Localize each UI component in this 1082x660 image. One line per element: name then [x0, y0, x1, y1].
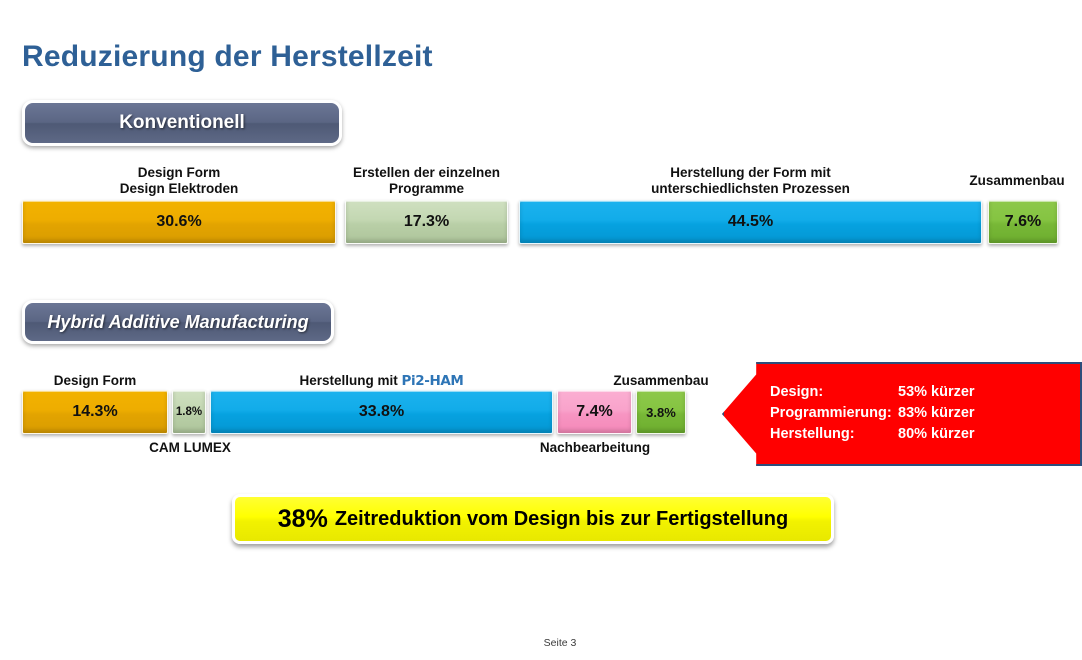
pi2-ham-logo: Pi2-HAM — [401, 373, 464, 389]
callout-row-programmierung: Programmierung: 83% kürzer — [770, 403, 975, 424]
caption-zusammenbau-hybrid: Zusammenbau — [613, 373, 709, 388]
bar-segment-design-form: 30.6% — [22, 200, 336, 244]
red-arrow-callout: Design: 53% kürzer Programmierung: 83% k… — [722, 362, 1082, 466]
bar-segment-zusammenbau-hybrid: 3.8% — [636, 390, 686, 434]
caption-herstellung-form: Herstellung der Form mit unterschiedlich… — [519, 165, 982, 197]
bar-segment-programme: 17.3% — [345, 200, 508, 244]
red-callout-text: Design: 53% kürzer Programmierung: 83% k… — [770, 382, 975, 445]
callout-row-herstellung: Herstellung: 80% kürzer — [770, 424, 975, 445]
caption-line-1: Herstellung der Form mit — [670, 165, 831, 180]
page-title: Reduzierung der Herstellzeit — [22, 40, 433, 73]
yellow-summary-callout: 38% Zeitreduktion vom Design bis zur Fer… — [232, 494, 834, 544]
bar-segment-herstellung: 44.5% — [519, 200, 982, 244]
bar-segment-nachbearbeitung: 7.4% — [557, 390, 632, 434]
page-number: Seite 3 — [543, 637, 577, 649]
bar-segment-cam-lumex: 1.8% — [172, 390, 206, 434]
caption-erstellen-programme: Erstellen der einzelnen Programme — [345, 165, 508, 197]
caption-line-2: Design Elektroden — [119, 181, 239, 196]
callout-label-design: Design: — [770, 384, 824, 400]
caption-cam-lumex: CAM LUMEX — [149, 440, 231, 455]
page-footer: Seite 3 — [0, 637, 1082, 649]
caption-line-2: unterschiedlichsten Prozessen — [651, 181, 850, 196]
callout-value-design: 53% kürzer — [898, 384, 975, 400]
section-pill-conventional: Konventionell — [22, 100, 342, 146]
caption-herstellung-ham: Herstellung mit Pi2-HAM — [210, 373, 553, 389]
left-arrow-shape — [722, 362, 1082, 466]
caption-nachbearbeitung: Nachbearbeitung — [539, 440, 651, 455]
callout-row-design: Design: 53% kürzer — [770, 382, 975, 403]
section-pill-conventional-label: Konventionell — [119, 112, 245, 133]
bar-segment-herstellung-ham: 33.8% — [210, 390, 553, 434]
bar-segment-zusammenbau: 7.6% — [988, 200, 1058, 244]
caption-line-1: Erstellen der einzelnen — [352, 165, 501, 180]
caption-herstellung-prefix: Herstellung mit — [299, 373, 402, 388]
yellow-callout-percent: 38% — [277, 504, 328, 533]
yellow-callout-message: Zeitreduktion vom Design bis zur Fertigs… — [334, 507, 789, 530]
caption-zusammenbau-conventional: Zusammenbau — [969, 173, 1065, 188]
caption-design-form-hybrid: Design Form — [53, 373, 137, 388]
callout-label-programmierung: Programmierung: — [770, 405, 892, 421]
section-pill-hybrid: Hybrid Additive Manufacturing — [22, 300, 334, 344]
callout-value-herstellung: 80% kürzer — [898, 426, 975, 442]
caption-design-form-elektroden: Design Form Design Elektroden — [22, 165, 336, 197]
bar-conventional: 30.6% 17.3% 44.5% 7.6% — [0, 200, 1082, 244]
caption-line-2: Programme — [388, 181, 465, 196]
section-pill-hybrid-label: Hybrid Additive Manufacturing — [47, 311, 309, 332]
caption-line-1: Design Form — [137, 165, 221, 180]
bar-hybrid: 14.3% 1.8% 33.8% 7.4% 3.8% — [0, 390, 1082, 434]
callout-label-herstellung: Herstellung: — [770, 426, 855, 442]
bar-segment-design-form-hybrid: 14.3% — [22, 390, 168, 434]
callout-value-programmierung: 83% kürzer — [898, 405, 975, 421]
